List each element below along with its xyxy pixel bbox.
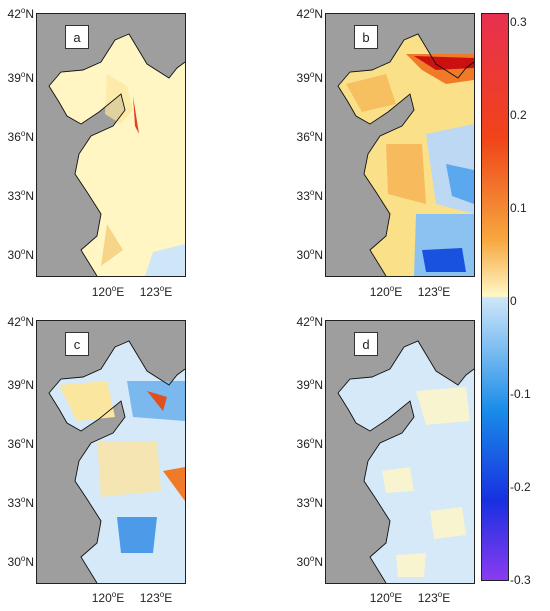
map-panel-c: c — [36, 320, 186, 584]
panel-label-d: d — [354, 332, 378, 356]
lon-label-120-bottom-left: 120oE — [91, 590, 125, 605]
lat-label-30-left-c: 30oN — [7, 554, 34, 569]
colorbar-tick-0: 0 — [510, 294, 517, 308]
lon-label-123-bottom-left: 123oE — [139, 590, 173, 605]
colorbar-tick-neg-0.3: -0.3 — [510, 573, 531, 587]
lon-label-123-top-left: 123oE — [139, 284, 173, 299]
lat-label-42-right-d: 42oN — [296, 314, 323, 329]
map-panel-d: d — [325, 320, 475, 584]
colorbar-tick-0.1: 0.1 — [510, 201, 527, 215]
lon-label-120-top-left: 120oE — [91, 284, 125, 299]
lat-label-30-right: 30oN — [296, 247, 323, 262]
lat-label-39-right-d: 39oN — [296, 377, 323, 392]
lon-label-120-bottom-right: 120oE — [369, 590, 403, 605]
colorbar — [481, 13, 509, 581]
lat-label-33-left-c: 33oN — [7, 495, 34, 510]
lat-label-33-right: 33oN — [296, 188, 323, 203]
lat-label-39-left-c: 39oN — [7, 377, 34, 392]
sea-field-c — [48, 321, 185, 583]
panel-label-b: b — [354, 25, 378, 49]
lat-label-39-right: 39oN — [296, 70, 323, 85]
lat-label-30-right-d: 30oN — [296, 554, 323, 569]
map-panel-a: a — [36, 13, 186, 277]
colorbar-tick-neg-0.1: -0.1 — [510, 387, 531, 401]
lon-label-123-top-right: 123oE — [417, 284, 451, 299]
lat-label-36-right: 36oN — [296, 129, 323, 144]
colorbar-tick-0.3: 0.3 — [510, 15, 527, 29]
lat-label-36-right-d: 36oN — [296, 436, 323, 451]
map-panel-b: b — [325, 13, 475, 277]
colorbar-tick-neg-0.2: -0.2 — [510, 480, 531, 494]
panel-label-a: a — [65, 25, 89, 49]
lat-label-42-left: 42oN — [7, 6, 34, 21]
lat-label-36-left: 36oN — [7, 129, 34, 144]
sea-field-d — [337, 321, 474, 583]
colorbar-tick-0.2: 0.2 — [510, 108, 527, 122]
panel-label-c: c — [65, 332, 89, 356]
lat-label-33-left: 33oN — [7, 188, 34, 203]
lon-label-120-top-right: 120oE — [369, 284, 403, 299]
lat-label-39-left: 39oN — [7, 70, 34, 85]
lat-label-33-right-d: 33oN — [296, 495, 323, 510]
lat-label-30-left: 30oN — [7, 247, 34, 262]
lat-label-42-left-c: 42oN — [7, 314, 34, 329]
lat-label-42-right: 42oN — [296, 6, 323, 21]
sea-field-b — [337, 14, 474, 276]
lat-label-36-left-c: 36oN — [7, 436, 34, 451]
sea-field-a — [48, 14, 185, 276]
lon-label-123-bottom-right: 123oE — [417, 590, 451, 605]
